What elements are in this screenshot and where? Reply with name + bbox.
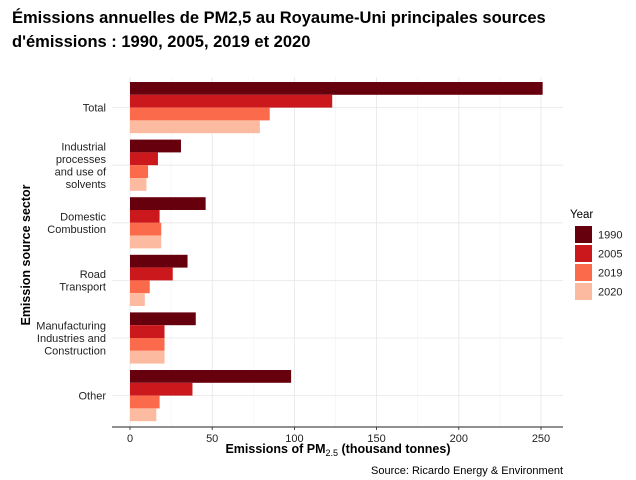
bar-2-2019 xyxy=(130,222,162,236)
y-tick-label-line: Manufacturing xyxy=(36,321,106,333)
bar-5-1990 xyxy=(130,370,292,383)
grid-lines xyxy=(112,77,563,428)
y-tick-label-line: Domestic xyxy=(60,212,106,224)
x-tick-label-4: 200 xyxy=(450,433,468,445)
y-tick-label-2: Domestic Combustion xyxy=(47,212,106,237)
x-tick-label-2: 100 xyxy=(285,433,303,445)
bar-3-2005 xyxy=(130,267,173,281)
bar-2-2005 xyxy=(130,210,160,223)
y-tick-label-line: and use of xyxy=(55,166,107,178)
bar-2-2020 xyxy=(130,235,162,249)
legend-label-2005: 2005 xyxy=(598,249,622,261)
chart-title-line-2: d'émissions : 1990, 2005, 2019 et 2020 xyxy=(12,33,311,51)
bar-0-2020 xyxy=(130,120,260,134)
y-axis-title: Emission source sector xyxy=(19,184,33,325)
x-axis-title-main: Emissions of PM xyxy=(225,442,325,456)
bar-4-1990 xyxy=(130,312,196,326)
bar-5-2020 xyxy=(130,408,157,422)
bar-5-2019 xyxy=(130,395,160,409)
bar-1-2019 xyxy=(130,165,149,178)
bar-4-2005 xyxy=(130,325,165,338)
legend-swatch-1990 xyxy=(575,226,592,243)
bar-0-1990 xyxy=(130,82,543,95)
y-tick-label-line: Industries and xyxy=(37,333,106,345)
x-tick-label-1: 50 xyxy=(206,433,218,445)
y-tick-label-line: Combustion xyxy=(47,224,106,236)
legend: Year 1990 2005 2019 2020 xyxy=(570,209,622,300)
bars xyxy=(130,82,543,422)
legend-label-2019: 2019 xyxy=(598,268,622,280)
chart-title: Émissions annuelles de PM2,5 au Royaume-… xyxy=(12,6,622,54)
bar-3-1990 xyxy=(130,254,188,268)
y-tick-label-line: Road xyxy=(80,269,106,281)
x-axis-title: Emissions of PM2.5 (thousand tonnes) xyxy=(225,442,450,458)
legend-swatch-2019 xyxy=(575,264,592,281)
bar-2-1990 xyxy=(130,197,206,210)
y-tick-label-5: Other xyxy=(78,391,106,403)
y-tick-labels: Total Industrial processes and use of solven… xyxy=(36,103,107,403)
bar-3-2019 xyxy=(130,280,150,294)
x-axis-title-subscript: 2.5 xyxy=(326,448,339,458)
y-tick-label-line: processes xyxy=(56,154,107,166)
legend-label-1990: 1990 xyxy=(598,230,622,242)
y-tick-label-line: Construction xyxy=(44,346,106,358)
bar-5-2005 xyxy=(130,382,193,396)
y-tick-label-1: Industrial processes and use of solvents xyxy=(55,141,107,191)
y-tick-label-line: Other xyxy=(78,391,106,403)
legend-label-2020: 2020 xyxy=(598,287,622,299)
y-tick-label-line: Total xyxy=(83,103,106,115)
x-tick-label-0: 0 xyxy=(127,433,133,445)
y-tick-label-line: Industrial xyxy=(61,141,106,153)
bar-0-2005 xyxy=(130,94,333,108)
legend-swatch-2020 xyxy=(575,283,592,300)
bar-1-2005 xyxy=(130,152,158,166)
bar-1-2020 xyxy=(130,178,147,191)
x-axis-title-unit: (thousand tonnes) xyxy=(338,442,451,456)
x-tick-labels: 0 50 100 150 200 250 xyxy=(127,427,550,445)
bar-1-1990 xyxy=(130,139,181,153)
x-tick-label-5: 250 xyxy=(532,433,550,445)
y-tick-label-line: solvents xyxy=(66,179,107,191)
y-tick-label-3: Road Transport xyxy=(59,269,106,294)
legend-title: Year xyxy=(570,209,593,221)
x-tick-label-3: 150 xyxy=(367,433,385,445)
bar-4-2020 xyxy=(130,350,165,364)
y-tick-label-line: Transport xyxy=(59,282,106,294)
bar-0-2019 xyxy=(130,107,270,121)
legend-swatch-2005 xyxy=(575,245,592,262)
bar-3-2020 xyxy=(130,293,145,306)
bar-4-2019 xyxy=(130,338,165,351)
chart-title-line-1: Émissions annuelles de PM2,5 au Royaume-… xyxy=(12,9,546,27)
y-tick-label-0: Total xyxy=(83,103,106,115)
source-note: Source: Ricardo Energy & Environment xyxy=(371,465,563,477)
y-tick-label-4: Manufacturing Industries and Construction xyxy=(36,321,106,358)
